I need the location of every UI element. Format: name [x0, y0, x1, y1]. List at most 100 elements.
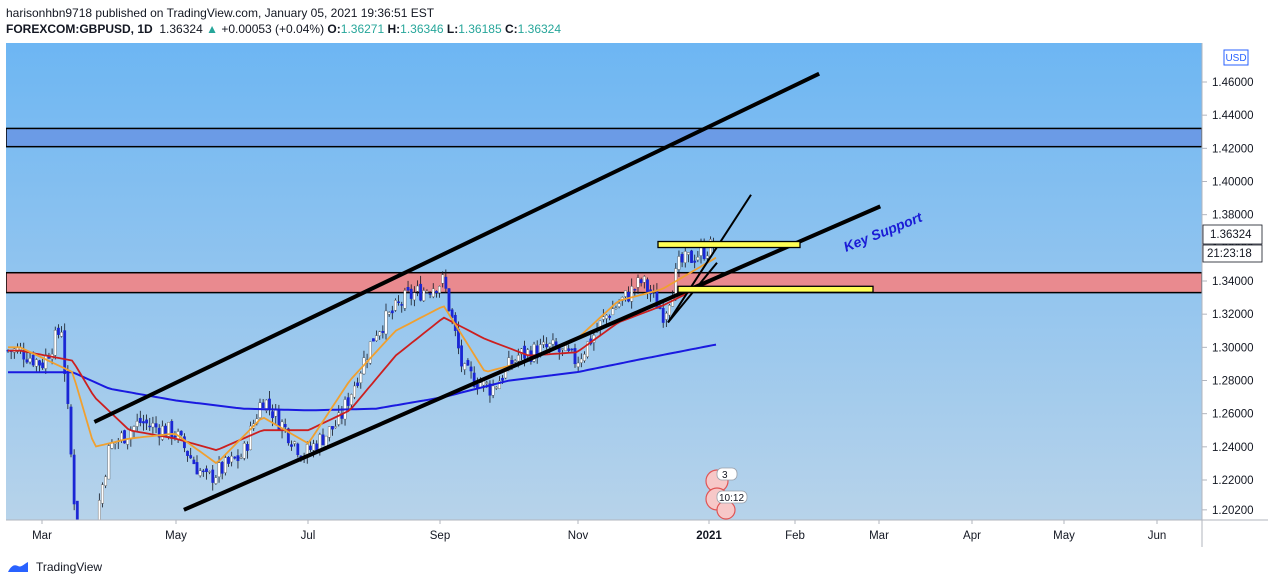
candle-up[interactable] [387, 312, 391, 315]
candle-down[interactable] [233, 456, 237, 459]
brand-label[interactable]: TradingView [36, 560, 103, 574]
candle-down[interactable] [397, 301, 400, 303]
candle-up[interactable] [513, 360, 517, 363]
candle-down[interactable] [472, 372, 476, 387]
candle-up[interactable] [349, 394, 353, 405]
candle-down[interactable] [38, 360, 41, 366]
candle-down[interactable] [268, 398, 271, 409]
candle-down[interactable] [41, 362, 45, 369]
candle-down[interactable] [627, 291, 630, 302]
candle-down[interactable] [286, 428, 290, 444]
candle-down[interactable] [138, 417, 142, 424]
candle-down[interactable] [501, 377, 504, 381]
candle-up[interactable] [425, 291, 429, 293]
candle-down[interactable] [296, 443, 300, 456]
candle-up[interactable] [642, 276, 646, 283]
candle-down[interactable] [639, 279, 643, 284]
candle-up[interactable] [611, 308, 615, 316]
candle-up[interactable] [60, 332, 63, 337]
candle-up[interactable] [630, 286, 634, 302]
candle-up[interactable] [636, 277, 640, 288]
candle-up[interactable] [359, 373, 363, 383]
candle-up[interactable] [223, 457, 227, 473]
candle-up[interactable] [353, 385, 356, 398]
candle-up[interactable] [687, 252, 690, 255]
candle-down[interactable] [170, 421, 174, 439]
price-axis[interactable]: 1.460001.440001.420001.400001.380001.360… [1202, 77, 1254, 517]
candle-down[interactable] [545, 343, 549, 348]
candle-down[interactable] [573, 348, 577, 365]
candle-down[interactable] [157, 427, 161, 438]
candle-down[interactable] [154, 423, 158, 428]
candle-down[interactable] [356, 382, 360, 386]
candle-up[interactable] [327, 426, 331, 438]
ema-20-line[interactable] [8, 256, 717, 465]
candle-down[interactable] [447, 288, 451, 311]
candle-down[interactable] [179, 430, 183, 436]
candle-up[interactable] [86, 575, 88, 583]
candle-down[interactable] [372, 338, 375, 342]
candle-down[interactable] [142, 421, 145, 424]
yellow-resistance-box[interactable] [657, 240, 801, 249]
candle-down[interactable] [419, 283, 423, 301]
candle-up[interactable] [239, 457, 243, 459]
candle-up[interactable] [334, 426, 337, 429]
channel-lower-trendline[interactable] [183, 204, 882, 512]
candle-up[interactable] [198, 470, 202, 476]
candle-down[interactable] [145, 419, 148, 424]
candle-down[interactable] [633, 289, 637, 291]
candle-down[interactable] [220, 461, 224, 474]
candle-up[interactable] [337, 412, 341, 425]
candle-down[interactable] [201, 470, 205, 473]
currency-badge[interactable] [1223, 49, 1249, 66]
candle-up[interactable] [318, 434, 322, 450]
candle-up[interactable] [312, 443, 315, 451]
candle-up[interactable] [614, 307, 618, 309]
candle-down[interactable] [72, 454, 76, 505]
candle-down[interactable] [428, 293, 432, 295]
candle-up[interactable] [561, 348, 564, 350]
candle-down[interactable] [646, 279, 649, 293]
candle-down[interactable] [400, 304, 404, 306]
candle-down[interactable] [69, 406, 73, 455]
candle-up[interactable] [101, 484, 104, 504]
candle-up[interactable] [378, 331, 382, 336]
candle-up[interactable] [605, 314, 608, 319]
candle-down[interactable] [236, 455, 240, 462]
candle-up[interactable] [579, 358, 583, 363]
candle-down[interactable] [608, 315, 612, 318]
candle-up[interactable] [104, 476, 108, 486]
candle-up[interactable] [214, 477, 218, 484]
candle-up[interactable] [28, 358, 32, 363]
candle-down[interactable] [227, 457, 230, 464]
candle-down[interactable] [450, 309, 454, 318]
candle-down[interactable] [409, 288, 413, 299]
candle-down[interactable] [381, 331, 385, 333]
candle-down[interactable] [435, 290, 438, 293]
candle-down[interactable] [331, 426, 334, 430]
candle-up[interactable] [264, 399, 268, 411]
candle-up[interactable] [494, 386, 498, 389]
candle-up[interactable] [412, 292, 416, 301]
candle-down[interactable] [406, 287, 410, 291]
candle-up[interactable] [463, 363, 467, 370]
channel-upper-trendline[interactable] [93, 71, 821, 424]
earnings-events[interactable]: 3 10:12 [705, 467, 748, 520]
support-zone[interactable] [6, 271, 1202, 294]
candle-up[interactable] [438, 286, 441, 293]
candle-down[interactable] [189, 455, 193, 459]
candle-up[interactable] [576, 362, 580, 368]
candle-down[interactable] [195, 462, 199, 475]
candle-up[interactable] [683, 251, 687, 263]
candle-down[interactable] [57, 327, 60, 335]
candle-down[interactable] [261, 402, 265, 409]
candle-up[interactable] [422, 290, 426, 301]
candle-up[interactable] [249, 425, 252, 451]
candle-up[interactable] [498, 380, 501, 389]
candle-up[interactable] [431, 288, 435, 297]
candle-down[interactable] [469, 366, 473, 372]
candle-up[interactable] [403, 290, 407, 309]
candle-up[interactable] [542, 341, 545, 345]
candle-down[interactable] [82, 580, 84, 584]
candle-down[interactable] [390, 310, 394, 314]
